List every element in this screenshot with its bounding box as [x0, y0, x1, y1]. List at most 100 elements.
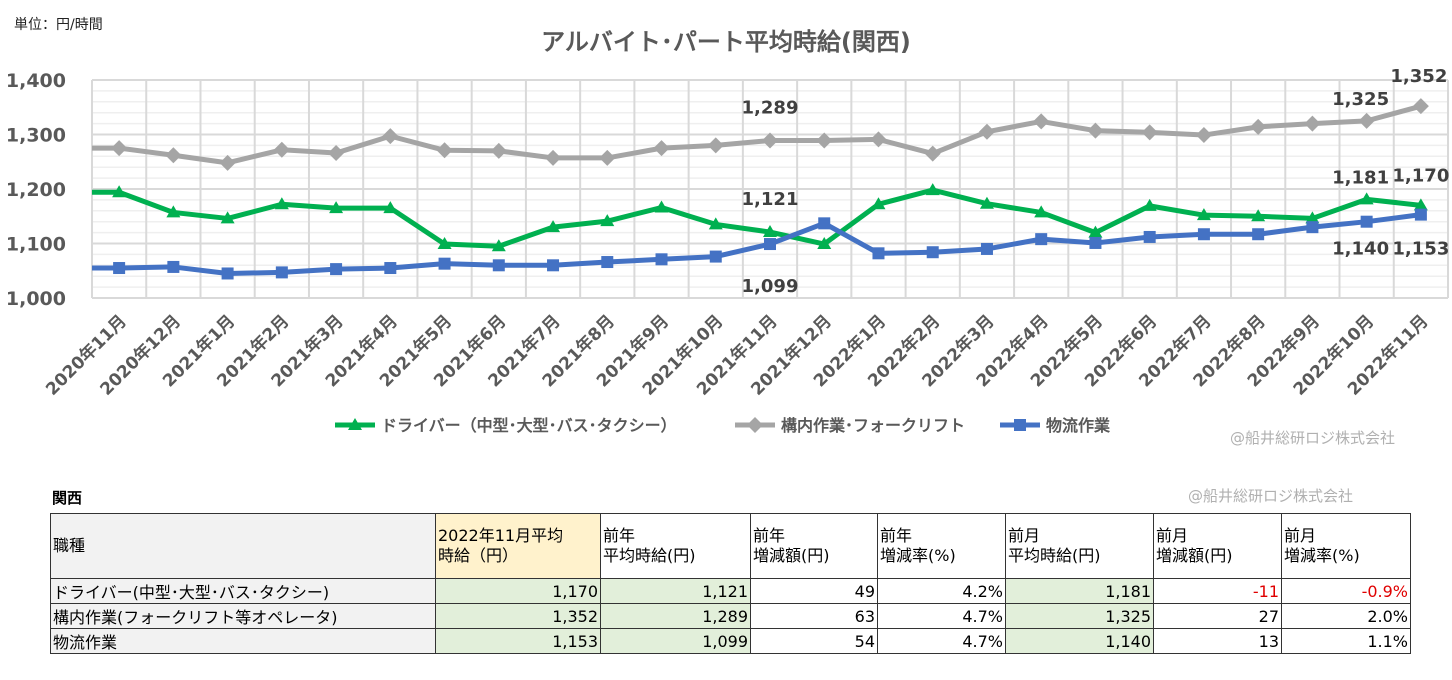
table-cell: 13: [1153, 628, 1282, 654]
data-point: [219, 154, 236, 171]
data-point: [490, 142, 507, 159]
table-cell: 63: [750, 603, 878, 629]
table-cell: 物流作業: [50, 628, 436, 654]
data-point: [1412, 98, 1429, 115]
table-cell: 27: [1153, 603, 1282, 629]
table-cell: 1,289: [600, 603, 751, 629]
table-cell: 54: [750, 628, 878, 654]
unit-label: 単位：円/時間: [14, 17, 103, 33]
data-point: [111, 140, 128, 157]
table-cell: 2.0%: [1281, 603, 1411, 629]
data-point: [1306, 221, 1319, 234]
column-header: 2022年11月平均 時給（円）: [435, 513, 601, 579]
data-point: [1195, 127, 1212, 144]
data-point: [547, 259, 560, 272]
legend-label: 物流作業: [1046, 416, 1111, 435]
data-point: [491, 239, 506, 252]
column-header: 前年 平均時給(円): [600, 513, 751, 579]
data-label: 1,325: [1332, 89, 1389, 110]
table-cell: 1,170: [435, 578, 601, 604]
table-cell: 1,121: [600, 578, 751, 604]
legend-label: ドライバー（中型･大型･バス･タクシー）: [381, 416, 677, 435]
data-point: [818, 217, 831, 230]
data-point: [1088, 225, 1103, 238]
data-point: [220, 211, 235, 224]
data-point: [1035, 233, 1048, 246]
data-point: [872, 247, 885, 260]
data-point: [1304, 115, 1321, 132]
column-header: 職種: [50, 513, 436, 579]
table-cell: 4.2%: [877, 578, 1006, 604]
column-header: 前年 増減率(%): [877, 513, 1006, 579]
line-chart: アルバイト･パート平均時給(関西) 1,000 1,100 1,200 1,300 1,4…: [6, 28, 1449, 435]
data-point: [1141, 124, 1158, 141]
wage-table: 職種 2022年11月平均 時給（円） 前年 平均時給(円) 前年 増減額(円) 前年 増減率(…: [50, 513, 1411, 654]
data-point: [1033, 113, 1050, 130]
data-point: [436, 142, 453, 159]
data-label: 1,099: [742, 276, 799, 297]
data-point: [1089, 236, 1102, 249]
table-cell: 4.7%: [877, 628, 1006, 654]
legend-marker: [348, 418, 362, 430]
data-point: [438, 257, 451, 270]
data-point: [707, 137, 724, 154]
data-point: [926, 246, 939, 259]
data-label: 1,289: [742, 97, 799, 118]
data-point: [763, 225, 777, 238]
table-cell: 1,352: [435, 603, 601, 629]
data-point: [924, 145, 941, 162]
table-header-row: 職種 2022年11月平均 時給（円） 前年 平均時給(円) 前年 増減額(円) 前年 増減率(…: [50, 513, 1411, 579]
data-point: [384, 262, 397, 275]
data-point: [978, 123, 995, 140]
data-point: [1196, 208, 1211, 221]
data-point: [601, 256, 614, 269]
table-cell: 構内作業(フォークリフト等オペレータ): [50, 603, 436, 629]
column-header: 前年 増減額(円): [750, 513, 878, 579]
table-cell: 1.1%: [1281, 628, 1411, 654]
column-header: 前月 増減額(円): [1153, 513, 1282, 579]
data-point: [437, 237, 452, 250]
table-cell: 1,140: [1005, 628, 1154, 654]
data-point: [166, 205, 181, 218]
table-cell: 1,181: [1005, 578, 1154, 604]
table-cell: 1,153: [435, 628, 601, 654]
data-point: [275, 266, 288, 279]
table-row: ドライバー(中型･大型･バス･タクシー) 1,170 1,121 49 4.2% 1,18…: [50, 578, 1411, 604]
data-label: 1,170: [1392, 165, 1449, 186]
watermark: @船井総研ロジ株式会社: [1230, 429, 1396, 447]
table-cell: 49: [750, 578, 878, 604]
data-point: [329, 201, 344, 214]
data-point: [708, 217, 723, 230]
table-region-title: 関西: [52, 489, 83, 507]
data-point: [655, 253, 668, 266]
data-point: [764, 238, 776, 251]
y-tick-label: 1,000: [6, 288, 66, 310]
data-point: [709, 250, 722, 263]
data-point: [112, 185, 127, 198]
data-point: [330, 263, 343, 276]
data-point: [113, 262, 126, 275]
y-tick-label: 1,300: [6, 125, 66, 147]
y-tick-label: 1,200: [6, 179, 66, 201]
table-cell: -11: [1153, 578, 1282, 604]
table-cell: 1,099: [600, 628, 751, 654]
data-label: 1,352: [1390, 66, 1447, 87]
data-point: [653, 140, 670, 157]
data-point: [1197, 228, 1210, 241]
table-cell: ドライバー(中型･大型･バス･タクシー): [50, 578, 436, 604]
data-point: [492, 259, 505, 272]
data-point: [1358, 112, 1375, 129]
data-point: [816, 132, 833, 149]
data-point: [274, 197, 289, 210]
data-label: 1,140: [1332, 239, 1389, 260]
table-cell: 1,325: [1005, 603, 1154, 629]
data-point: [980, 242, 993, 255]
data-point: [1087, 122, 1104, 139]
data-point: [979, 196, 994, 209]
data-point: [1359, 192, 1374, 205]
data-point: [383, 201, 398, 214]
data-point: [817, 237, 832, 250]
data-point: [546, 220, 561, 233]
data-point: [1360, 215, 1373, 228]
data-point: [273, 141, 290, 158]
